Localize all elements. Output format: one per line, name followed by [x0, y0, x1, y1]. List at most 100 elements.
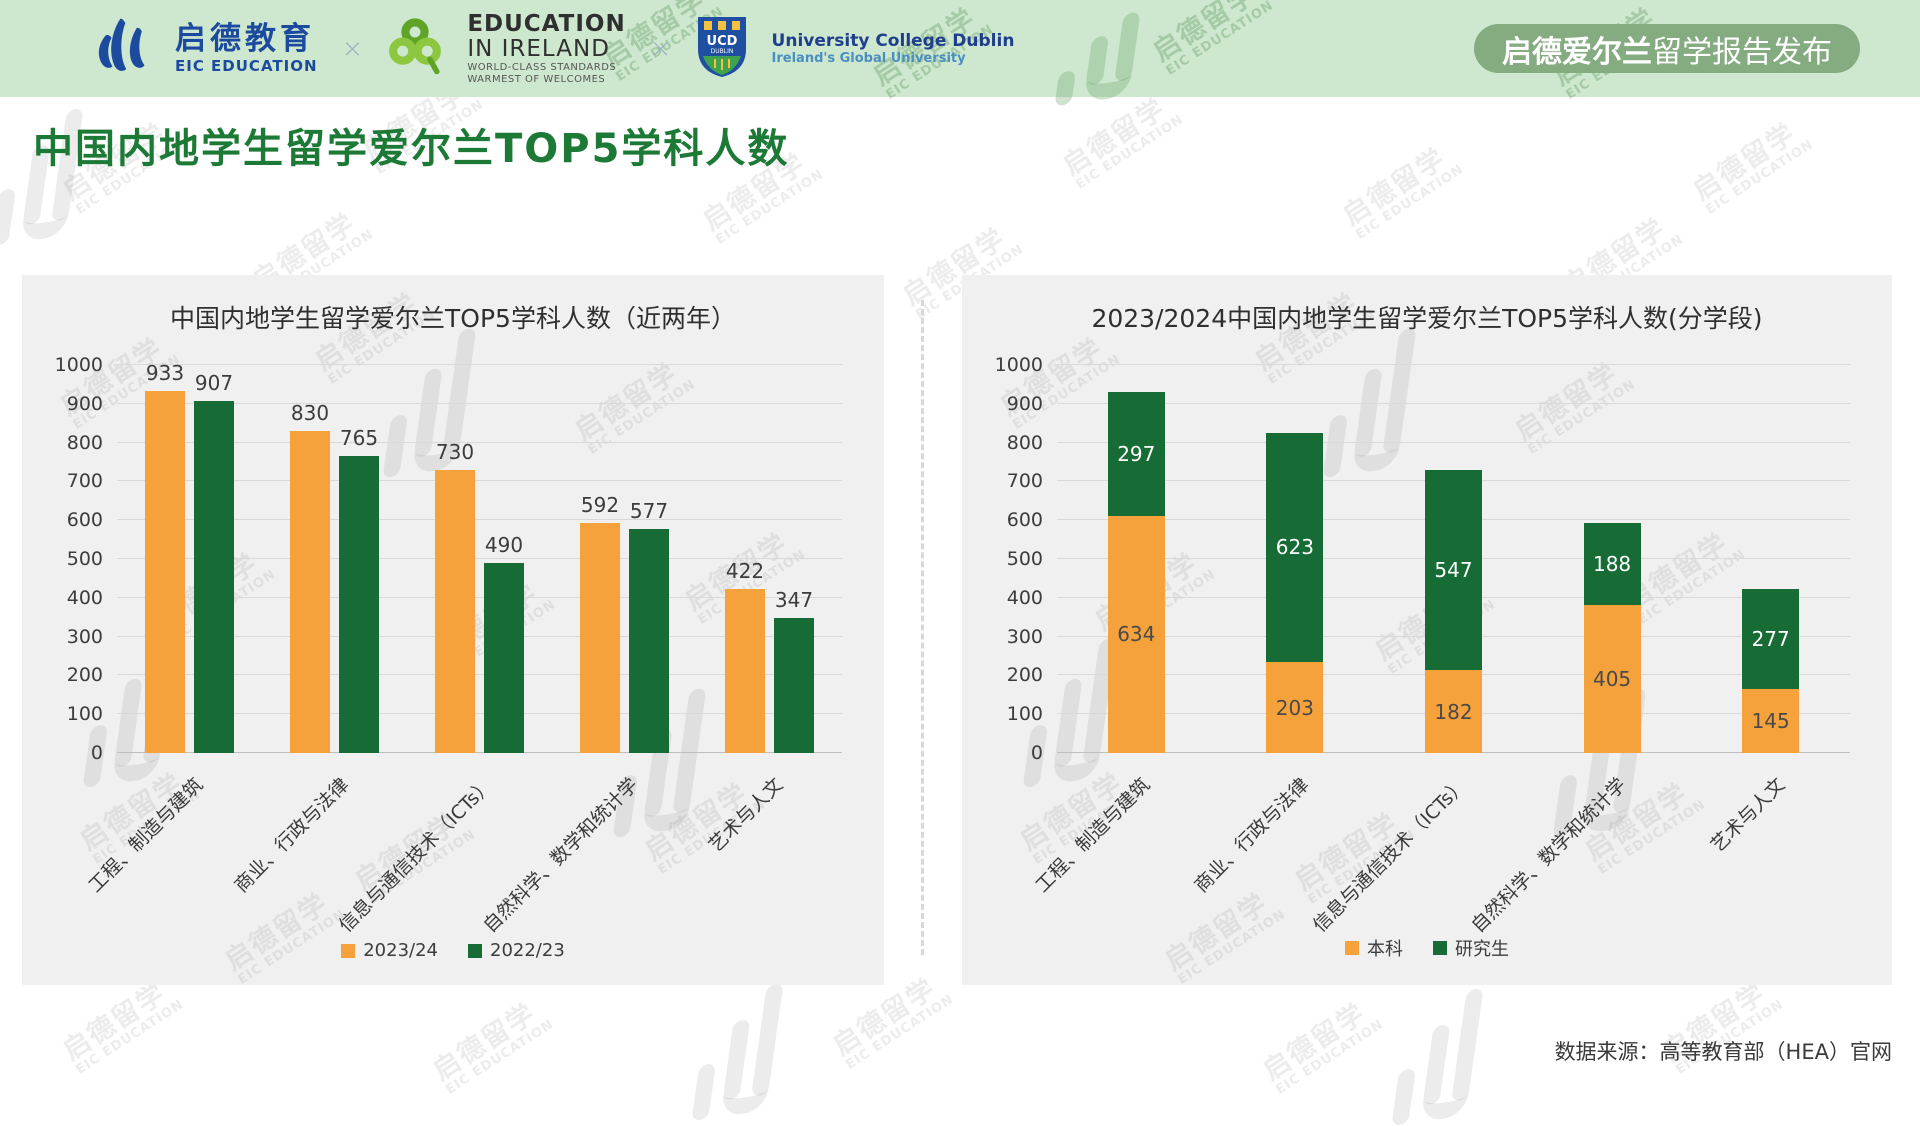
bar-segment: 297: [1107, 391, 1165, 516]
y-axis-tick: 300: [1006, 625, 1043, 648]
stacked-bar: 623 203: [1266, 432, 1324, 753]
watermark-line1: 启德留学: [1257, 997, 1372, 1087]
gridline: [117, 674, 842, 676]
gridline: [117, 752, 842, 753]
legend-label: 2023/24: [363, 940, 438, 961]
gridline: [1057, 364, 1850, 365]
badge-rest-text: 留学报告发布: [1652, 34, 1832, 70]
gridline: [117, 596, 842, 598]
bar-group: 188 405: [1533, 365, 1692, 753]
legend-swatch: [468, 943, 482, 958]
watermark-line2: EIC EDUCATION: [1703, 137, 1817, 219]
eic-logo-icon: [85, 14, 151, 84]
bar-group: 297 634: [1057, 365, 1216, 753]
y-axis-tick: 900: [66, 392, 103, 415]
legend-swatch: [1345, 941, 1359, 955]
bar-group: 830 765: [262, 365, 407, 753]
bar-value-label: 907: [194, 371, 234, 396]
education-in-ireland-text: EDUCATION IN IRELAND WORLD-CLASS STANDAR…: [467, 12, 625, 84]
category-label: 艺术与人文: [705, 773, 788, 857]
bar-segment: 623: [1266, 432, 1324, 663]
bar-group: 730 490: [407, 365, 552, 753]
bar: 592: [580, 493, 620, 753]
multiply-separator-icon: ×: [649, 33, 672, 64]
gridline: [117, 480, 842, 482]
bar: 347: [774, 588, 814, 753]
bar-value-label: 830: [290, 400, 330, 425]
page-title: 中国内地学生留学爱尔兰TOP5学科人数: [33, 126, 790, 172]
bar-segment: 188: [1583, 522, 1641, 605]
plot: 0 100 200 300 400 500 600 700 800 900 1000 297 634 62…: [995, 354, 1850, 764]
bar: 830: [290, 401, 330, 753]
plot: 0 100 200 300 400 500 600 700 800 900 1000 933 907 83…: [55, 354, 842, 764]
ei-line2: IN IRELAND: [467, 35, 610, 62]
gridline: [117, 635, 842, 637]
eic-logo-watermark-icon: [691, 982, 784, 1122]
y-axis-tick: 500: [1006, 548, 1043, 570]
xlabels: 工程、制造与建筑 商业、行政与法律 信息与通信技术（ICTs） 自然科学、数学和统计学…: [1032, 761, 1850, 937]
watermark-line2: EIC EDUCATION: [1273, 1017, 1387, 1099]
bar-segment: 203: [1266, 662, 1324, 753]
legend: 本科 研究生: [962, 935, 1892, 961]
y-axis-tick: 600: [66, 509, 103, 532]
chart-panel-recent-two-years: 中国内地学生留学爱尔兰TOP5学科人数（近两年） 0 100 200 300 400 50…: [22, 275, 884, 988]
badge-bold-text: 启德爱尔兰: [1502, 34, 1652, 70]
gridline: [117, 364, 842, 365]
bar: 765: [339, 426, 379, 753]
multiply-separator-icon: ×: [341, 33, 364, 64]
legend: 2023/24 2022/23: [22, 940, 884, 961]
bar: 907: [194, 371, 234, 753]
gridline: [117, 402, 842, 404]
chart-panel-by-level: 2023/2024中国内地学生留学爱尔兰TOP5学科人数(分学段) 0 100 20…: [962, 275, 1892, 988]
eic-logo-text: 启德教育 EIC EDUCATION: [175, 22, 318, 74]
bar-value-label: 730: [435, 439, 475, 464]
watermark-line2: EIC EDUCATION: [1163, 0, 1277, 80]
gridline: [117, 713, 842, 715]
bar: 577: [629, 499, 669, 753]
legend-swatch: [341, 943, 356, 958]
y-axis-tick: 500: [66, 548, 103, 570]
category-label: 艺术与人文: [1706, 773, 1790, 857]
bar: 730: [435, 440, 475, 753]
bar-segment: 405: [1583, 604, 1641, 753]
bar-group: 277 145: [1691, 365, 1850, 753]
report-title-badge: 启德爱尔兰 留学报告发布: [1474, 24, 1860, 73]
bar-group: 422 347: [697, 365, 842, 753]
watermark-line1: 启德留学: [57, 977, 172, 1067]
gridline: [117, 519, 842, 521]
y-axis-tick: 100: [66, 703, 103, 726]
watermark-line2: EIC EDUCATION: [1353, 162, 1467, 244]
ucd-line1: University College Dublin: [771, 30, 1015, 51]
bar-group: 592 577: [552, 365, 697, 753]
y-axis-tick: 0: [1030, 742, 1043, 764]
bar-segment: 634: [1107, 515, 1165, 753]
ucd-crest-icon: UCD DUBLIN: [696, 15, 748, 83]
legend-label: 本科: [1367, 939, 1403, 960]
ucd-line2: Ireland's Global University: [771, 51, 966, 67]
bars-area: 297 634 623 203 547 182 188 405 277 145: [1057, 365, 1850, 753]
watermark-line1: 启德留学: [1057, 92, 1172, 182]
legend-item: 本科: [1345, 935, 1403, 961]
bar: 933: [145, 361, 185, 753]
watermark-line1: 启德留学: [427, 997, 542, 1087]
chart-title: 中国内地学生留学爱尔兰TOP5学科人数（近两年）: [170, 304, 736, 333]
stacked-bar: 547 182: [1424, 470, 1482, 753]
chart-title: 2023/2024中国内地学生留学爱尔兰TOP5学科人数(分学段): [1091, 304, 1763, 333]
y-axis-tick: 700: [1006, 470, 1043, 493]
y-axis-tick: 600: [1006, 509, 1043, 532]
watermark-line2: EIC EDUCATION: [73, 997, 187, 1079]
y-axis-tick: 300: [66, 625, 103, 648]
bar-group: 933 907: [117, 361, 262, 753]
gridline: [117, 558, 842, 559]
bar-value-label: 490: [484, 532, 524, 557]
bar-group: 623 203: [1216, 365, 1375, 753]
bar-segment: 547: [1424, 470, 1482, 671]
watermark-line2: EIC EDUCATION: [713, 167, 827, 249]
data-source-note: 数据来源：高等教育部（HEA）官网: [1554, 1040, 1892, 1064]
ei-line1: EDUCATION: [467, 11, 626, 38]
bar-value-label: 577: [629, 499, 669, 524]
shamrock-icon: [387, 17, 443, 81]
bar-value-label: 933: [145, 361, 185, 385]
bar-segment: 182: [1424, 670, 1482, 753]
watermark-line1: 启德留学: [1147, 0, 1262, 68]
